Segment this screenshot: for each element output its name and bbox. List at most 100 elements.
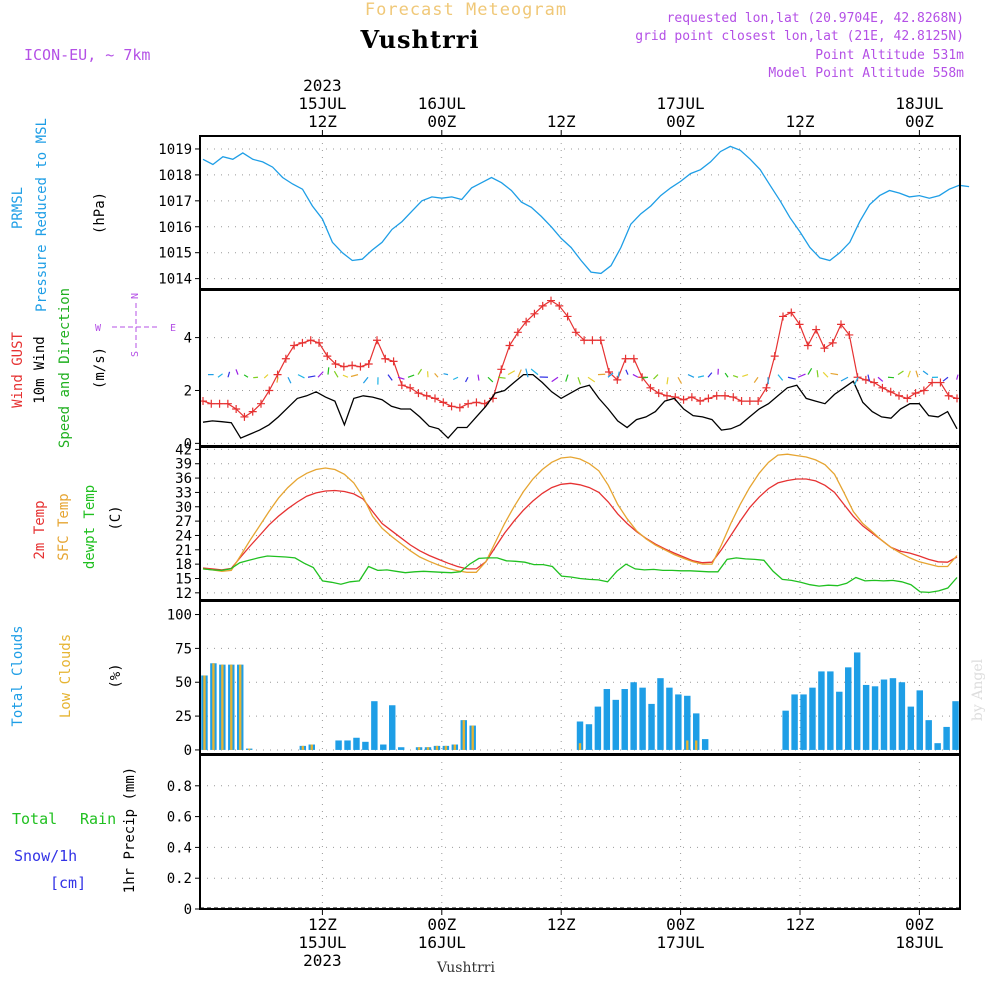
time-axis-label: 00Z xyxy=(427,112,456,131)
gust-marker xyxy=(265,386,274,395)
time-axis-label: 00Z xyxy=(905,112,934,131)
wind-direction-arrow xyxy=(443,373,449,376)
total-cloud-bar xyxy=(639,687,646,750)
low-cloud-bar xyxy=(301,745,304,750)
y-tick-label: 1019 xyxy=(158,142,192,158)
brand-title: Forecast Meteogram xyxy=(365,0,567,20)
gust-marker xyxy=(919,386,928,395)
wind-direction-arrow xyxy=(217,373,223,378)
wind-direction-arrow xyxy=(956,374,959,380)
wind-direction-arrow xyxy=(464,376,469,383)
wind-direction-arrow xyxy=(777,374,784,381)
total-cloud-bar xyxy=(612,699,619,750)
compass-n: N xyxy=(130,293,141,299)
gust-marker xyxy=(315,338,323,347)
total-cloud-bar xyxy=(621,689,628,750)
location-title: Vushtrri xyxy=(360,25,480,54)
total-cloud-bar xyxy=(380,744,387,750)
gust-marker xyxy=(745,397,754,406)
wind-series-line xyxy=(202,373,958,440)
gust-marker xyxy=(223,399,232,408)
low-cloud-bar xyxy=(248,748,251,750)
gust-marker xyxy=(936,378,945,387)
wind-direction-arrow xyxy=(641,376,649,379)
time-axis-label: 16JUL xyxy=(418,933,466,952)
wind-direction-arrow xyxy=(333,370,339,378)
wind-direction-arrow xyxy=(787,376,796,380)
pressure-label-msl: Pressure Reduced to MSL xyxy=(34,118,50,312)
wind-direction-arrow xyxy=(822,371,829,378)
gust-marker xyxy=(663,391,671,400)
wind-direction-arrow xyxy=(387,374,393,381)
gust-marker xyxy=(455,403,464,412)
gust-marker xyxy=(306,336,315,345)
gust-marker xyxy=(588,336,597,345)
wind-direction-arrow xyxy=(525,368,529,378)
wind-direction-arrow xyxy=(742,374,749,378)
total-cloud-bar xyxy=(782,710,789,750)
low-cloud-bar xyxy=(471,725,474,750)
total-cloud-bar xyxy=(594,706,602,750)
time-axis-label: 2023 xyxy=(303,76,342,95)
gust-marker xyxy=(795,320,804,329)
low-cloud-bar xyxy=(444,745,448,750)
time-axis-label: 17JUL xyxy=(657,933,705,952)
wind-direction-arrow xyxy=(407,374,415,378)
gust-marker xyxy=(538,301,547,310)
gust-marker xyxy=(207,399,216,408)
gust-marker xyxy=(729,393,738,402)
wind-direction-arrow xyxy=(897,370,904,376)
low-cloud-bar xyxy=(203,675,206,750)
temp-label-sfc: SFC Temp xyxy=(56,493,72,560)
time-axis-label: 00Z xyxy=(666,112,695,131)
total-cloud-bar xyxy=(344,740,351,750)
wind-direction-arrow xyxy=(915,370,919,378)
model-altitude: Model Point Altitude 558m xyxy=(768,66,964,81)
wind-direction-arrow xyxy=(653,374,659,380)
total-cloud-bar xyxy=(916,690,923,750)
time-axis-label: 17JUL xyxy=(657,94,705,113)
wind-direction-arrow xyxy=(632,373,639,378)
gust-marker xyxy=(679,395,688,404)
total-cloud-bar xyxy=(853,652,861,750)
wind-label-speed-dir: Speed and Direction xyxy=(57,288,73,448)
wind-direction-arrow xyxy=(607,372,614,378)
gust-marker xyxy=(389,357,398,366)
y-tick-label: 25 xyxy=(175,709,192,725)
time-axis-label: 00Z xyxy=(427,915,456,934)
total-cloud-bar xyxy=(701,739,709,750)
time-axis-label: 18JUL xyxy=(895,94,943,113)
time-axis-label: 12Z xyxy=(308,112,337,131)
time-axis-label: 00Z xyxy=(666,915,695,934)
gust-marker xyxy=(779,312,787,321)
total-cloud-bar xyxy=(791,694,798,750)
wind-direction-arrow xyxy=(227,371,231,378)
wind-direction-arrow xyxy=(417,368,423,375)
wind-direction-arrow xyxy=(877,376,884,382)
wind-direction-arrow xyxy=(342,374,349,378)
gust-marker xyxy=(812,325,821,334)
low-cloud-bar xyxy=(453,744,456,750)
wind-direction-arrow xyxy=(517,369,522,378)
gust-marker xyxy=(629,354,638,363)
gust-marker xyxy=(331,360,340,369)
y-tick-label: 1015 xyxy=(158,246,192,262)
gust-marker xyxy=(530,309,539,318)
low-cloud-bar xyxy=(686,740,689,750)
wind-direction-arrow xyxy=(317,371,324,378)
wind-direction-arrow xyxy=(235,369,239,375)
total-cloud-bar xyxy=(952,701,959,750)
total-cloud-bar xyxy=(898,682,906,750)
y-tick-label: 42 xyxy=(175,442,192,458)
y-tick-label: 0 xyxy=(184,902,192,918)
y-tick-label: 0.4 xyxy=(167,840,192,856)
wind-direction-arrow xyxy=(625,369,629,375)
total-cloud-bar xyxy=(362,741,369,750)
panel-frame xyxy=(199,289,961,447)
low-cloud-bar xyxy=(578,743,582,750)
total-cloud-bar xyxy=(934,743,941,750)
wind-direction-arrow xyxy=(942,376,949,382)
pressure-label-unit: (hPa) xyxy=(92,192,108,234)
